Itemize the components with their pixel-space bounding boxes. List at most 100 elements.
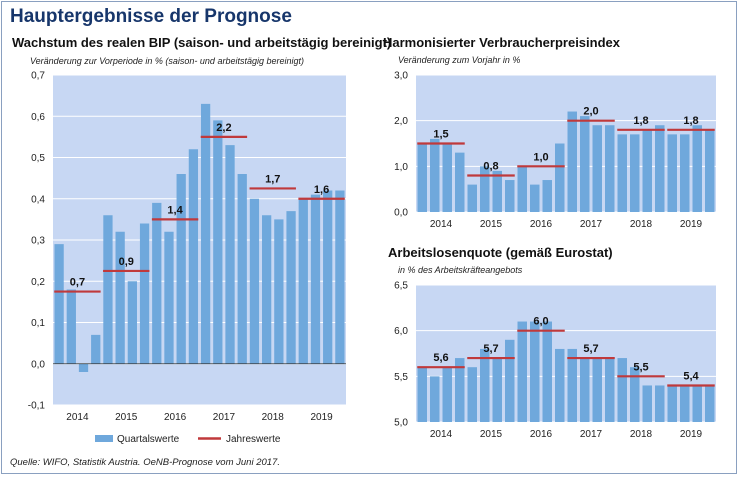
y-tick-label: 3,0 <box>394 71 408 82</box>
year-label: 2019 <box>680 429 703 440</box>
quarter-bar <box>467 184 477 212</box>
y-tick-label: 0,6 <box>31 112 45 123</box>
annual-value-label: 1,6 <box>314 184 329 196</box>
quarter-bar <box>249 198 260 364</box>
quarter-bar <box>91 334 101 364</box>
y-tick-label: 0,1 <box>31 318 45 329</box>
quarter-bar <box>655 385 665 422</box>
year-label: 2016 <box>530 219 553 230</box>
y-tick-label: -0,1 <box>28 401 46 412</box>
quarter-bar <box>225 145 235 364</box>
quarter-bar <box>335 190 345 364</box>
year-label: 2019 <box>310 412 333 423</box>
gdp-legend: Quartalswerte Jahreswerte <box>95 434 281 445</box>
quarter-bar <box>642 385 652 422</box>
quarter-bar <box>555 348 565 422</box>
quarter-bar <box>580 358 590 422</box>
quarter-bar <box>323 190 333 364</box>
gdp-unit-label: Veränderung zur Vorperiode in % (saison-… <box>30 56 304 66</box>
quarter-bar <box>542 180 552 212</box>
quarter-bar <box>555 143 565 212</box>
annual-value-label: 5,4 <box>683 370 699 382</box>
quarter-bar <box>492 358 502 422</box>
gdp-chart: -0,1 0,0 0,1 0,2 0,3 0,4 0,5 0,6 0,7 2014 2015 2016… <box>28 71 346 423</box>
quarter-bar <box>152 202 162 364</box>
quarter-bar <box>630 367 640 422</box>
plot-area <box>416 285 716 422</box>
y-tick-label: 0,0 <box>394 208 408 219</box>
y-tick-label: 6,0 <box>394 326 408 337</box>
quarter-bar <box>680 134 690 212</box>
year-label: 2018 <box>630 219 653 230</box>
year-label: 2014 <box>430 219 453 230</box>
year-label: 2018 <box>262 412 285 423</box>
quarter-bar <box>505 180 515 212</box>
quarter-bar <box>630 134 640 212</box>
gdp-panel-title: Wachstum des realen BIP (saison- und arb… <box>12 35 392 50</box>
quarter-bar <box>667 134 677 212</box>
quarter-bar <box>188 149 199 364</box>
year-label: 2018 <box>630 429 653 440</box>
quarter-bar <box>103 215 113 364</box>
year-label: 2015 <box>115 412 138 423</box>
quarter-bar <box>430 138 440 212</box>
quarter-bar <box>442 367 452 422</box>
plot-area <box>416 75 716 212</box>
hicp-panel-title: Harmonisierter Verbraucherpreisindex <box>383 35 620 50</box>
annual-value-label: 5,5 <box>633 361 648 373</box>
quarter-bar <box>692 125 702 212</box>
annual-value-label: 2,0 <box>583 106 598 118</box>
year-label: 2017 <box>580 219 603 230</box>
annual-value-label: 1,8 <box>683 115 698 127</box>
quarter-bar <box>605 125 615 212</box>
quarter-bar <box>517 321 527 422</box>
quarter-bar <box>78 363 89 372</box>
y-tick-label: 2,0 <box>394 116 408 127</box>
year-label: 2014 <box>66 412 89 423</box>
year-label: 2015 <box>480 429 503 440</box>
quarter-bar <box>310 194 321 364</box>
annual-value-label: 0,7 <box>70 277 85 289</box>
quarter-bar <box>705 129 715 212</box>
y-tick-label: 0,5 <box>31 153 45 164</box>
quarter-bar <box>480 348 490 422</box>
quarter-bar <box>455 152 465 212</box>
legend-bar-swatch <box>95 435 113 442</box>
annual-value-label: 0,9 <box>119 256 134 268</box>
quarter-bar <box>66 289 76 364</box>
quarter-bar <box>200 103 211 364</box>
unemp-unit-label: in % des Arbeitskräfteangebots <box>398 265 523 275</box>
y-tick-label: 0,4 <box>31 194 45 205</box>
quarter-bar <box>667 385 677 422</box>
quarter-bar <box>442 143 452 212</box>
quarter-bar <box>417 367 427 422</box>
year-label: 2014 <box>430 429 453 440</box>
y-tick-label: 0,0 <box>31 359 45 370</box>
annual-value-label: 5,7 <box>583 343 598 355</box>
main-title: Hauptergebnisse der Prognose <box>10 6 292 27</box>
hicp-chart: 0,0 1,0 2,0 3,0 2014 2015 2016 2017 2018 2019 1,5 0… <box>394 71 716 230</box>
quarter-bar <box>139 223 150 364</box>
quarter-bar <box>127 281 137 364</box>
quarter-bar <box>455 358 465 422</box>
quarter-bar <box>213 120 223 364</box>
year-label: 2019 <box>680 219 703 230</box>
unemployment-chart: 5,0 5,5 6,0 6,5 2014 2015 2016 2017 2018 2019 5,6 5… <box>394 281 716 440</box>
quarter-bar <box>680 385 690 422</box>
quarter-bar <box>530 184 540 212</box>
quarter-bar <box>617 358 627 422</box>
quarter-bar <box>592 125 602 212</box>
quarter-bar <box>237 174 247 364</box>
quarter-bar <box>286 211 296 364</box>
quarter-bar <box>542 321 552 422</box>
y-tick-label: 1,0 <box>394 162 408 173</box>
quarter-bar <box>592 358 602 422</box>
year-label: 2016 <box>164 412 187 423</box>
y-tick-label: 0,7 <box>31 71 45 82</box>
quarter-bar <box>642 129 652 212</box>
y-tick-label: 0,2 <box>31 277 45 288</box>
legend-bars-label: Quartalswerte <box>117 434 180 445</box>
quarter-bar <box>580 116 590 212</box>
quarter-bar <box>530 321 540 422</box>
quarter-bar <box>115 231 125 364</box>
